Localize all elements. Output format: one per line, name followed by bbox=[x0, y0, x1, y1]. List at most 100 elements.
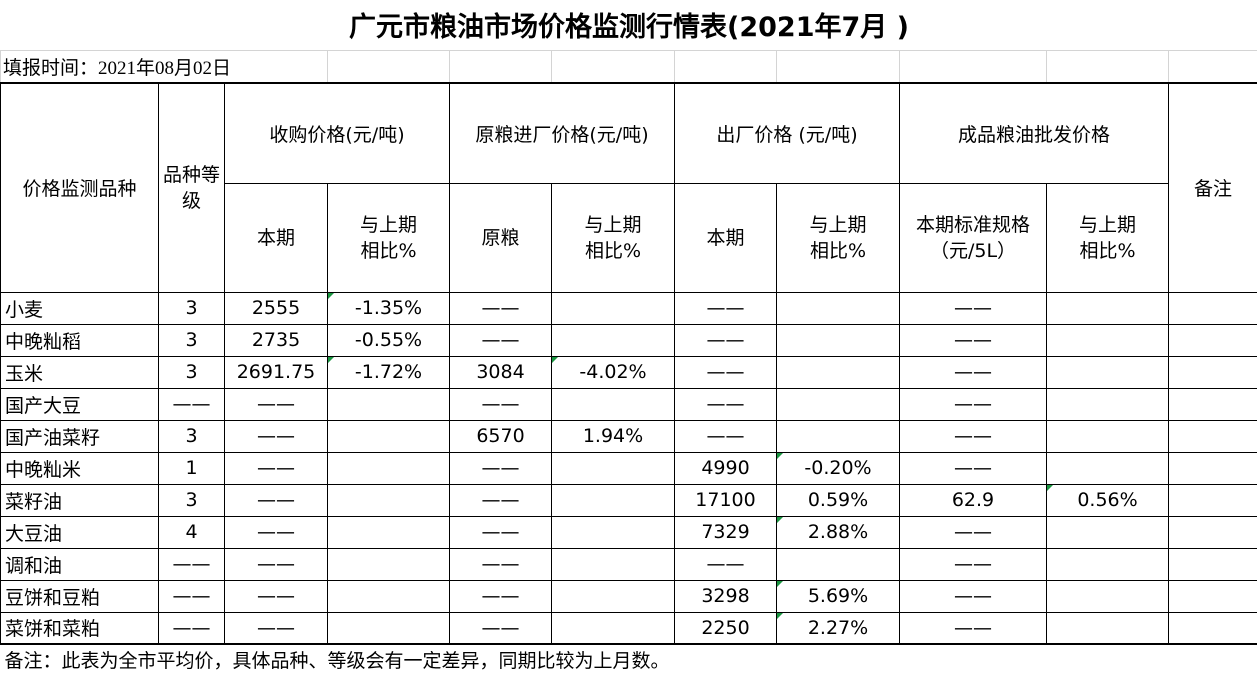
value-cell[interactable] bbox=[327, 547, 450, 581]
value-cell[interactable] bbox=[327, 611, 450, 645]
value-cell[interactable]: -0.55% bbox=[327, 323, 450, 357]
value-cell[interactable]: —— bbox=[224, 579, 328, 613]
value-cell[interactable] bbox=[551, 291, 675, 325]
subheader-raw-grain[interactable]: 原粮 bbox=[449, 182, 552, 293]
value-cell[interactable] bbox=[327, 483, 450, 517]
grade-cell[interactable]: 3 bbox=[158, 323, 225, 357]
grade-cell[interactable]: —— bbox=[158, 547, 225, 581]
value-cell[interactable]: -1.35% bbox=[327, 291, 450, 325]
value-cell[interactable] bbox=[1167, 323, 1257, 357]
empty-cell[interactable] bbox=[449, 49, 552, 84]
value-cell[interactable]: —— bbox=[224, 515, 328, 549]
value-cell[interactable]: —— bbox=[899, 515, 1047, 549]
value-cell[interactable]: —— bbox=[449, 611, 552, 645]
empty-cell[interactable] bbox=[776, 49, 900, 84]
value-cell[interactable] bbox=[1046, 547, 1169, 581]
value-cell[interactable] bbox=[776, 355, 900, 389]
header-wholesale-price[interactable]: 成品粮油批发价格 bbox=[899, 82, 1169, 184]
value-cell[interactable]: —— bbox=[449, 579, 552, 613]
value-cell[interactable]: 2555 bbox=[224, 291, 328, 325]
empty-cell[interactable] bbox=[551, 49, 675, 84]
value-cell[interactable] bbox=[1046, 579, 1169, 613]
value-cell[interactable] bbox=[1167, 387, 1257, 421]
empty-cell[interactable] bbox=[899, 49, 1047, 84]
value-cell[interactable]: -0.20% bbox=[776, 451, 900, 485]
value-cell[interactable]: 4990 bbox=[674, 451, 777, 485]
subheader-ex-factory-change[interactable]: 与上期 相比% bbox=[776, 182, 900, 293]
item-name-cell[interactable]: 豆饼和豆粕 bbox=[0, 579, 159, 613]
item-name-cell[interactable]: 小麦 bbox=[0, 291, 159, 325]
value-cell[interactable] bbox=[1046, 291, 1169, 325]
value-cell[interactable] bbox=[551, 323, 675, 357]
value-cell[interactable] bbox=[1167, 515, 1257, 549]
value-cell[interactable]: —— bbox=[899, 579, 1047, 613]
header-item[interactable]: 价格监测品种 bbox=[0, 82, 159, 293]
item-name-cell[interactable]: 调和油 bbox=[0, 547, 159, 581]
item-name-cell[interactable]: 国产大豆 bbox=[0, 387, 159, 421]
item-name-cell[interactable]: 菜籽油 bbox=[0, 483, 159, 517]
value-cell[interactable] bbox=[1167, 419, 1257, 453]
value-cell[interactable] bbox=[327, 451, 450, 485]
value-cell[interactable]: —— bbox=[674, 547, 777, 581]
item-name-cell[interactable]: 中晚籼稻 bbox=[0, 323, 159, 357]
value-cell[interactable] bbox=[1046, 323, 1169, 357]
value-cell[interactable]: 5.69% bbox=[776, 579, 900, 613]
value-cell[interactable]: 2250 bbox=[674, 611, 777, 645]
empty-cell[interactable] bbox=[1046, 49, 1169, 84]
value-cell[interactable] bbox=[1167, 291, 1257, 325]
subheader-purchase-change[interactable]: 与上期 相比% bbox=[327, 182, 450, 293]
value-cell[interactable]: 2691.75 bbox=[224, 355, 328, 389]
value-cell[interactable]: 3084 bbox=[449, 355, 552, 389]
value-cell[interactable]: —— bbox=[899, 355, 1047, 389]
header-remark[interactable]: 备注 bbox=[1167, 82, 1257, 293]
value-cell[interactable]: 62.9 bbox=[899, 483, 1047, 517]
item-name-cell[interactable]: 国产油菜籽 bbox=[0, 419, 159, 453]
value-cell[interactable] bbox=[1167, 547, 1257, 581]
footnote[interactable]: 备注：此表为全市平均价，具体品种、等级会有一定差异，同期比较为上月数。 bbox=[4, 650, 670, 672]
value-cell[interactable]: —— bbox=[449, 387, 552, 421]
value-cell[interactable]: —— bbox=[899, 547, 1047, 581]
value-cell[interactable]: 2.88% bbox=[776, 515, 900, 549]
value-cell[interactable] bbox=[776, 291, 900, 325]
empty-cell[interactable] bbox=[327, 49, 450, 84]
value-cell[interactable]: —— bbox=[224, 387, 328, 421]
value-cell[interactable] bbox=[1046, 419, 1169, 453]
value-cell[interactable] bbox=[1167, 579, 1257, 613]
value-cell[interactable]: —— bbox=[224, 547, 328, 581]
value-cell[interactable] bbox=[776, 419, 900, 453]
subheader-raw-grain-change[interactable]: 与上期 相比% bbox=[551, 182, 675, 293]
value-cell[interactable]: -1.72% bbox=[327, 355, 450, 389]
value-cell[interactable]: —— bbox=[899, 323, 1047, 357]
item-name-cell[interactable]: 大豆油 bbox=[0, 515, 159, 549]
item-name-cell[interactable]: 菜饼和菜粕 bbox=[0, 611, 159, 645]
value-cell[interactable]: —— bbox=[449, 291, 552, 325]
value-cell[interactable] bbox=[327, 579, 450, 613]
grade-cell[interactable]: —— bbox=[158, 579, 225, 613]
value-cell[interactable]: —— bbox=[899, 387, 1047, 421]
value-cell[interactable] bbox=[551, 547, 675, 581]
value-cell[interactable]: —— bbox=[449, 451, 552, 485]
value-cell[interactable]: 6570 bbox=[449, 419, 552, 453]
subheader-wholesale-change[interactable]: 与上期 相比% bbox=[1046, 182, 1169, 293]
value-cell[interactable]: —— bbox=[224, 611, 328, 645]
empty-cell[interactable] bbox=[674, 49, 777, 84]
value-cell[interactable]: 17100 bbox=[674, 483, 777, 517]
subheader-ex-factory-current[interactable]: 本期 bbox=[674, 182, 777, 293]
grade-cell[interactable]: 1 bbox=[158, 451, 225, 485]
value-cell[interactable]: 0.56% bbox=[1046, 483, 1169, 517]
value-cell[interactable]: —— bbox=[674, 419, 777, 453]
grade-cell[interactable]: —— bbox=[158, 611, 225, 645]
value-cell[interactable] bbox=[1167, 611, 1257, 645]
value-cell[interactable] bbox=[327, 515, 450, 549]
value-cell[interactable] bbox=[776, 547, 900, 581]
header-raw-grain-price[interactable]: 原粮进厂价格(元/吨) bbox=[449, 82, 675, 184]
header-purchase-price[interactable]: 收购价格(元/吨) bbox=[224, 82, 450, 184]
value-cell[interactable] bbox=[327, 419, 450, 453]
value-cell[interactable]: —— bbox=[674, 355, 777, 389]
header-grade[interactable]: 品种等 级 bbox=[158, 82, 225, 293]
value-cell[interactable] bbox=[1167, 483, 1257, 517]
value-cell[interactable]: -4.02% bbox=[551, 355, 675, 389]
subheader-wholesale-standard[interactable]: 本期标准规格 （元/5L） bbox=[899, 182, 1047, 293]
value-cell[interactable]: —— bbox=[449, 547, 552, 581]
value-cell[interactable] bbox=[1046, 387, 1169, 421]
